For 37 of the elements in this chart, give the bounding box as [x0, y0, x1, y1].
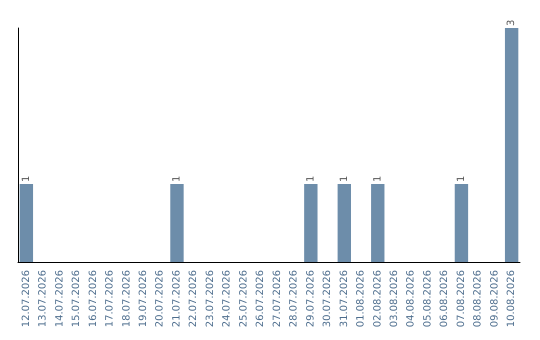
x-tick-label: 05.08.2026 [422, 270, 434, 328]
x-tick-label: 16.07.2026 [88, 270, 99, 328]
x-tick-label: 26.07.2026 [255, 270, 266, 328]
x-tick-label: 20.07.2026 [154, 270, 166, 328]
data-label: 1 [305, 176, 316, 182]
x-tick-label: 12.07.2026 [20, 270, 32, 328]
x-tick-label: 22.07.2026 [188, 270, 200, 328]
data-label: 1 [456, 176, 467, 182]
x-tick-label: 10.08.2026 [506, 270, 518, 328]
data-label: 1 [372, 176, 384, 182]
x-tick-label: 07.08.2026 [456, 270, 467, 328]
x-tick-label: 06.08.2026 [439, 270, 450, 328]
x-tick-label: 01.08.2026 [356, 270, 367, 328]
x-tick-label: 28.07.2026 [288, 270, 300, 328]
x-tick-label: 17.07.2026 [104, 270, 116, 328]
x-tick-label: 08.08.2026 [472, 270, 484, 328]
x-tick-label: 03.08.2026 [389, 270, 400, 328]
x-tick-label: 02.08.2026 [372, 270, 384, 328]
x-tick-label: 21.07.2026 [171, 270, 182, 328]
x-tick-label: 13.07.2026 [38, 270, 49, 328]
x-tick-label: 25.07.2026 [238, 270, 250, 328]
data-label: 3 [506, 20, 518, 26]
x-tick-label: 23.07.2026 [204, 270, 216, 328]
data-label: 1 [338, 176, 350, 182]
x-tick-label: 31.07.2026 [338, 270, 350, 328]
x-tick-label: 09.08.2026 [489, 270, 500, 328]
x-tick-label: 15.07.2026 [71, 270, 82, 328]
x-tick-label: 18.07.2026 [121, 270, 132, 328]
x-tick-label: 14.07.2026 [54, 270, 66, 328]
x-tick-label: 30.07.2026 [322, 270, 334, 328]
x-tick-label: 19.07.2026 [138, 270, 149, 328]
x-tick-label: 27.07.2026 [272, 270, 283, 328]
x-tick-label: 29.07.2026 [305, 270, 316, 328]
x-tick-label: 04.08.2026 [406, 270, 417, 328]
data-label: 1 [171, 176, 182, 182]
data-label: 1 [20, 176, 32, 182]
x-tick-label: 24.07.2026 [222, 270, 233, 328]
